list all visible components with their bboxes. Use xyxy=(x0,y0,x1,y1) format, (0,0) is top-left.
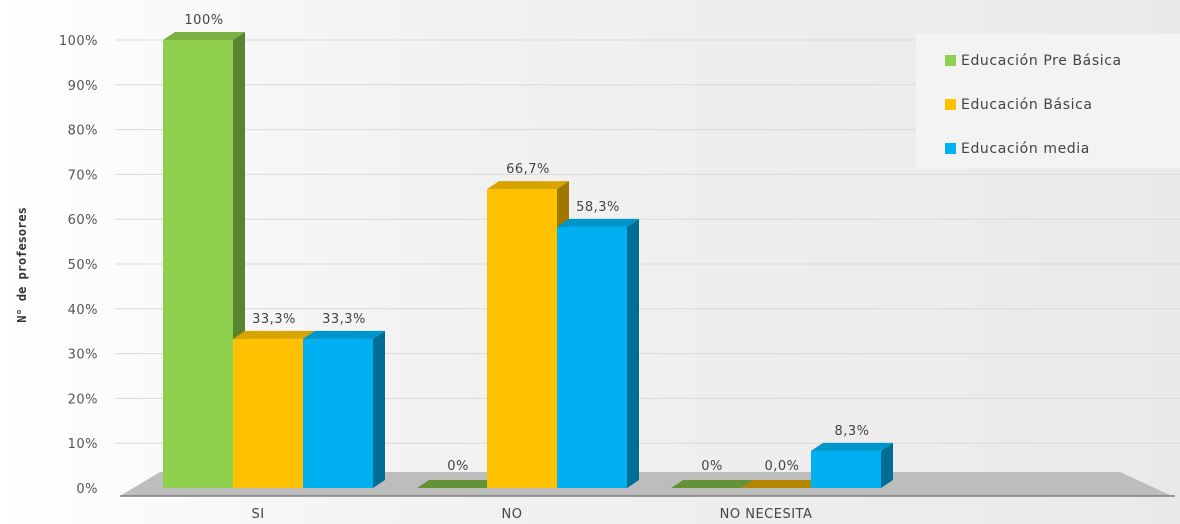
y-axis-label: N° de profesores xyxy=(15,207,29,323)
x-tick-label: NO NECESITA xyxy=(720,507,813,522)
legend: Educación Pre Básica Educación Básica Educ… xyxy=(916,34,1180,168)
legend-label: Educación media xyxy=(961,141,1090,157)
y-axis-ticks: 0% 10% 20% 30% 40% 50% 60% 70% 80% 90% 100% xyxy=(59,34,98,497)
y-tick-label: 50% xyxy=(68,258,98,273)
bar xyxy=(671,480,753,488)
data-label: 0% xyxy=(447,459,469,474)
y-tick-label: 60% xyxy=(68,213,98,228)
y-tick-label: 90% xyxy=(68,79,98,94)
y-tick-label: 30% xyxy=(68,348,98,363)
data-label: 0% xyxy=(701,459,723,474)
bar xyxy=(811,442,893,488)
bar xyxy=(487,181,569,488)
x-tick-label: SI xyxy=(251,507,264,522)
data-label: 0,0% xyxy=(764,459,799,474)
y-tick-label: 100% xyxy=(59,34,98,49)
y-tick-label: 80% xyxy=(68,124,98,139)
y-tick-label: 70% xyxy=(68,168,98,183)
y-tick-label: 10% xyxy=(68,437,98,452)
data-label: 33,3% xyxy=(322,312,366,327)
legend-swatch xyxy=(945,143,956,154)
bar xyxy=(417,480,499,488)
x-axis-categories: SI NO NO NECESITA xyxy=(251,507,813,522)
data-label: 33,3% xyxy=(252,312,296,327)
bar xyxy=(557,218,639,489)
legend-swatch xyxy=(945,55,956,66)
data-label: 66,7% xyxy=(506,162,550,177)
legend-label: Educación Pre Básica xyxy=(961,53,1122,69)
y-tick-label: 0% xyxy=(76,482,98,497)
legend-background xyxy=(916,34,1180,168)
bars xyxy=(163,32,893,489)
x-tick-label: NO xyxy=(502,507,523,522)
bar xyxy=(303,330,385,488)
legend-label: Educación Básica xyxy=(961,97,1093,113)
bar xyxy=(163,32,245,488)
data-label: 8,3% xyxy=(834,424,869,439)
y-tick-label: 20% xyxy=(68,392,98,407)
data-label: 100% xyxy=(184,13,223,28)
legend-swatch xyxy=(945,99,956,110)
bar xyxy=(741,480,823,488)
data-labels: 100% 33,3% 33,3% 0% 66,7% 58,3% 0% 0,0% 8,3% xyxy=(184,13,869,474)
data-label: 58,3% xyxy=(576,200,620,215)
y-tick-label: 40% xyxy=(68,303,98,318)
bar xyxy=(233,330,315,488)
